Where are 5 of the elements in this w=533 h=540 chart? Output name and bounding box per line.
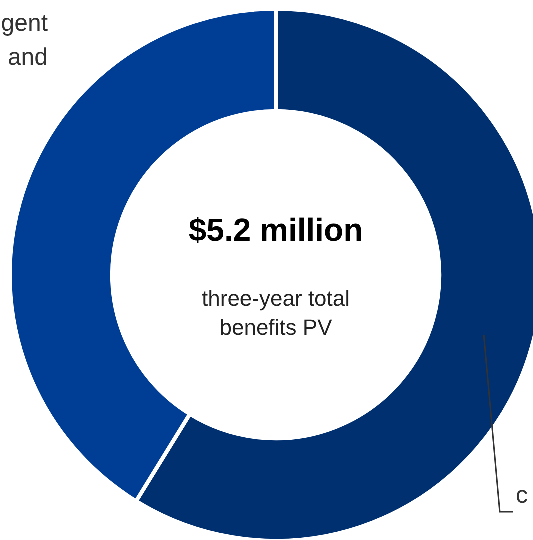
text: c bbox=[516, 482, 528, 510]
text: $5.2 million bbox=[188, 212, 364, 249]
text: and bbox=[8, 44, 48, 72]
text: gent bbox=[1, 10, 48, 38]
text: three-year total benefits PV bbox=[201, 285, 351, 342]
